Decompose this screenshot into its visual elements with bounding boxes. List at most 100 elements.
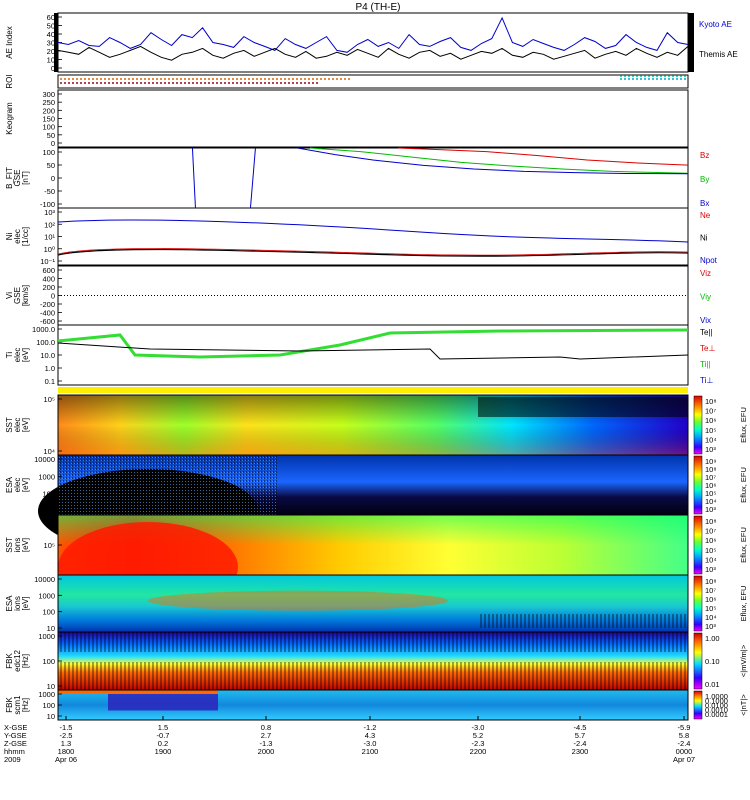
series-line-ni	[57, 248, 689, 257]
y-axis-label: SST	[5, 537, 14, 553]
y-axis-label: edc12	[13, 650, 22, 672]
y-axis-label: [nT]	[21, 171, 30, 185]
y-axis-label: [1/cc]	[21, 227, 30, 246]
colorbar-tick: 10⁴	[705, 613, 717, 622]
colorbar-tick: 0.10	[705, 657, 720, 666]
series-line-bz	[398, 147, 689, 166]
y-axis-label: Vi	[5, 292, 14, 299]
y-tick-label: 50	[47, 131, 55, 140]
colorbar-tick: 10⁶	[705, 481, 716, 490]
y-axis-label: ESA	[5, 595, 14, 612]
colorbar-tick: 10⁸	[705, 397, 717, 406]
y-tick-label: -50	[44, 187, 55, 196]
y-axis-label: ions	[13, 596, 22, 611]
y-tick-label: 1000	[38, 690, 55, 699]
y-tick-label: 1000	[38, 591, 55, 600]
y-tick-label: 10	[47, 712, 55, 721]
x-tick-label: 0.8	[261, 723, 271, 732]
colorbar-tick: 0.0100	[705, 701, 728, 710]
y-axis-label: AE Index	[5, 26, 14, 58]
heatmap-stripes	[58, 662, 688, 690]
y-tick-label: 20	[47, 47, 55, 56]
bx-spike	[249, 147, 256, 209]
legend-entry: Npot	[700, 256, 718, 265]
y-tick-label: 150	[42, 115, 55, 124]
colorbar-tick: 10⁶	[705, 536, 716, 545]
colorbar-label: <|mV/m|>	[739, 644, 748, 677]
y-tick-label: 0	[51, 64, 55, 73]
figure-title: P4 (TH-E)	[356, 2, 401, 13]
y-tick-label: 40	[47, 30, 55, 39]
colorbar-label: Eflux, EFU	[739, 586, 748, 622]
series-line-te	[57, 342, 689, 360]
y-tick-label: -600	[40, 317, 55, 326]
legend-entry: Bx	[700, 199, 709, 208]
colorbar	[693, 632, 703, 690]
y-axis-label: [km/s]	[21, 285, 30, 306]
x-tick-label: -2.3	[472, 739, 485, 748]
y-axis-label: [Hz]	[21, 698, 30, 712]
y-tick-label: 1000	[38, 632, 55, 641]
series-line-bx	[297, 147, 689, 175]
y-tick-label: 0	[51, 292, 55, 301]
colorbar-tick: 0.1000	[705, 697, 728, 706]
x-axis-row-label: Y-GSE	[4, 731, 27, 740]
x-tick-label: 1.5	[158, 723, 168, 732]
series-line-ne	[57, 248, 689, 256]
y-tick-label: 600	[42, 266, 55, 275]
colorbar-tick: 10⁵	[705, 546, 716, 555]
series-line-themis-ae	[57, 45, 689, 61]
legend-entry: Viy	[700, 293, 711, 302]
x-tick-label: -1.5	[60, 723, 73, 732]
colorbar-tick: 10³	[705, 622, 716, 631]
x-tick-label: 5.2	[473, 731, 483, 740]
series-line-kyoto-ae	[57, 16, 689, 53]
b-field-series	[191, 147, 689, 209]
colorbar-tick: 10⁸	[705, 517, 717, 526]
colorbar-tick: 0.0001	[705, 710, 728, 719]
y-tick-label: 10	[47, 682, 55, 691]
y-axis-label: FBK	[5, 697, 14, 713]
colorbar-label: Eflux, EFU	[739, 467, 748, 503]
y-tick-label: -100	[40, 200, 55, 209]
x-tick-label: -3.0	[472, 723, 485, 732]
x-tick-label: Apr 07	[673, 755, 695, 764]
heatmap-stripes	[478, 614, 688, 628]
x-tick-label: 5.8	[679, 731, 689, 740]
y-axis-label: elec	[13, 229, 22, 244]
colorbar	[693, 395, 703, 455]
colorbar-tick: 10⁴	[705, 555, 717, 564]
y-tick-label: 0.1	[45, 377, 55, 386]
plot-area	[58, 148, 688, 208]
x-tick-label: -4.5	[574, 723, 587, 732]
x-tick-label: 2000	[258, 747, 275, 756]
right-bar	[688, 13, 694, 72]
colorbar-tick: 10⁷	[705, 527, 716, 536]
heatmap-stripes	[58, 632, 688, 652]
heatmap-line	[58, 690, 218, 693]
colorbar	[693, 575, 703, 632]
legend-kyoto-ae: Kyoto AE	[699, 20, 732, 29]
bx-spike	[191, 147, 196, 209]
x-axis-labels: X-GSEY-GSEZ-GSEhhmm2009-1.5-2.51.31800Ap…	[4, 716, 695, 764]
y-tick-label: 10.0	[40, 351, 55, 360]
colorbar-label: Eflux, EFU	[739, 527, 748, 563]
y-tick-label: 10¹	[44, 233, 55, 242]
y-axis-label: GSE	[13, 170, 22, 187]
x-axis-row-label: X-GSE	[4, 723, 27, 732]
legend-entry: Vix	[700, 316, 711, 325]
y-tick-label: 100	[42, 148, 55, 157]
colorbar	[693, 690, 703, 720]
y-axis-label: [eV]	[21, 596, 30, 610]
colorbar-label: <|nT|>	[739, 694, 748, 716]
x-axis-row-label: hhmm	[4, 747, 25, 756]
colorbar	[693, 455, 703, 515]
y-tick-label: 10³	[44, 208, 55, 217]
legend-entry: Ti||	[700, 360, 711, 369]
series-line-ti	[57, 328, 689, 359]
colorbar-tick: 0.0010	[705, 706, 728, 715]
x-tick-label: 4.3	[365, 731, 375, 740]
